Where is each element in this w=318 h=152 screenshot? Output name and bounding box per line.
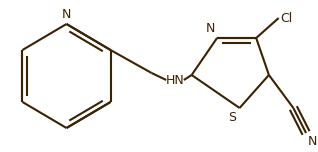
Text: Cl: Cl [281,12,293,24]
Text: N: N [206,22,215,35]
Text: HN: HN [166,74,185,86]
Text: S: S [228,111,236,124]
Text: N: N [308,135,317,148]
Text: N: N [62,8,71,21]
